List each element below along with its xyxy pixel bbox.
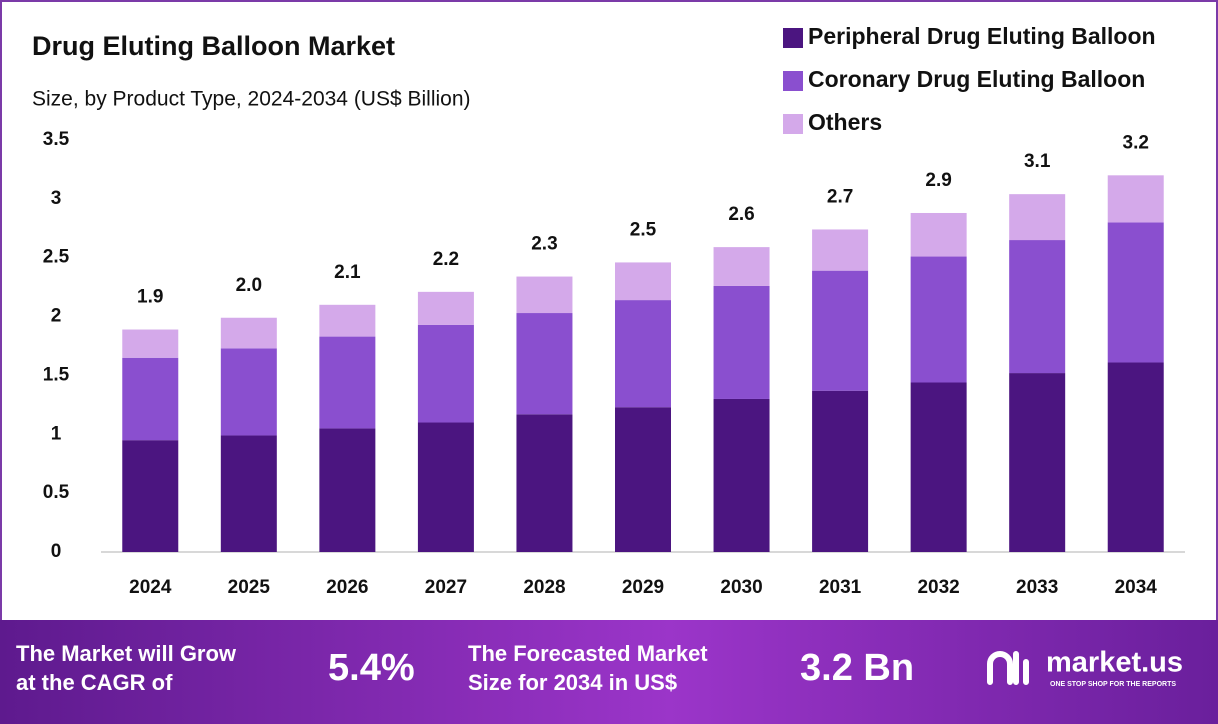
bar-segment [713,285,770,399]
bar-segment [615,300,671,408]
footer: The Market will Grow at the CAGR of 5.4%… [16,641,1183,695]
cagr-text: at the CAGR of [16,670,173,695]
bar-segment [615,262,671,301]
brand-logo [987,651,1029,685]
bar-segment [1009,194,1066,241]
bar-segment [910,256,967,383]
bar-segment [122,440,179,552]
y-tick-label: 3.5 [43,129,70,150]
total-label: 2.5 [630,219,657,240]
brand-name: market.us [1046,647,1183,679]
total-label: 3.1 [1024,151,1051,172]
bar-segment [122,329,179,358]
chart-title: Drug Eluting Balloon Market [32,31,395,61]
total-label: 2.7 [827,186,853,207]
bar-segment [1107,222,1164,363]
bar-segment [910,212,967,257]
bar-segment [1009,240,1066,374]
bar-segment [516,414,573,552]
bar-segment [319,304,376,337]
bar-segment [1107,175,1164,223]
x-tick-label: 2033 [1016,577,1058,598]
bar-segment [812,270,869,391]
bar-segment [417,422,474,552]
cagr-value: 5.4% [328,647,415,689]
legend-label: Coronary Drug Eluting Balloon [808,66,1145,92]
y-tick-label: 1.5 [43,364,70,385]
bar-segment [417,291,474,325]
bar-segment [713,398,770,552]
total-label: 2.1 [334,262,361,283]
x-tick-label: 2034 [1115,577,1158,598]
x-tick-label: 2030 [720,577,762,598]
bar-segment [812,229,869,271]
legend-swatch [783,114,803,134]
total-label: 2.3 [531,234,557,255]
legend-swatch [783,28,803,48]
bar-segment [417,324,474,423]
y-tick-label: 2 [51,306,62,327]
bar-segment [910,382,967,552]
x-tick-label: 2031 [819,577,862,598]
bar-segment [220,317,277,349]
bar-segment [319,428,376,552]
x-tick-label: 2025 [228,577,271,598]
total-label: 3.2 [1123,132,1149,153]
forecast-text: Size for 2034 in US$ [468,670,677,695]
bar-segment [713,247,770,286]
legend-swatch [783,71,803,91]
bar-segment [812,390,869,552]
x-tick-label: 2028 [523,577,565,598]
y-tick-label: 3 [51,188,62,209]
y-tick-label: 1 [51,423,62,444]
total-label: 2.0 [236,275,262,296]
bar-segment [1009,373,1066,552]
total-label: 2.6 [728,204,754,225]
y-tick-label: 0.5 [43,482,70,503]
legend-label: Others [808,109,882,135]
bar-segment [615,407,671,552]
bar-segment [516,276,573,314]
bar-segment [220,348,277,436]
total-label: 2.9 [925,170,951,191]
y-tick-label: 0 [51,541,62,562]
total-label: 2.2 [433,249,459,270]
bar-segment [220,435,277,552]
chart-subtitle: Size, by Product Type, 2024-2034 (US$ Bi… [32,88,471,111]
bar-segment [122,357,179,441]
bar-segment [516,313,573,415]
cagr-text: The Market will Grow [16,641,237,666]
x-tick-label: 2029 [622,577,664,598]
total-label: 1.9 [137,287,163,308]
x-tick-label: 2032 [917,577,959,598]
x-tick-label: 2027 [425,577,467,598]
brand-tagline: ONE STOP SHOP FOR THE REPORTS [1050,681,1176,688]
forecast-text: The Forecasted Market [468,641,708,666]
bar-segment [319,336,376,429]
bar-segment [1107,362,1164,552]
x-tick-label: 2026 [326,577,368,598]
forecast-value: 3.2 Bn [800,647,914,689]
x-tick-label: 2024 [129,577,172,598]
legend-label: Peripheral Drug Eluting Balloon [808,23,1156,49]
y-tick-label: 2.5 [43,247,70,268]
